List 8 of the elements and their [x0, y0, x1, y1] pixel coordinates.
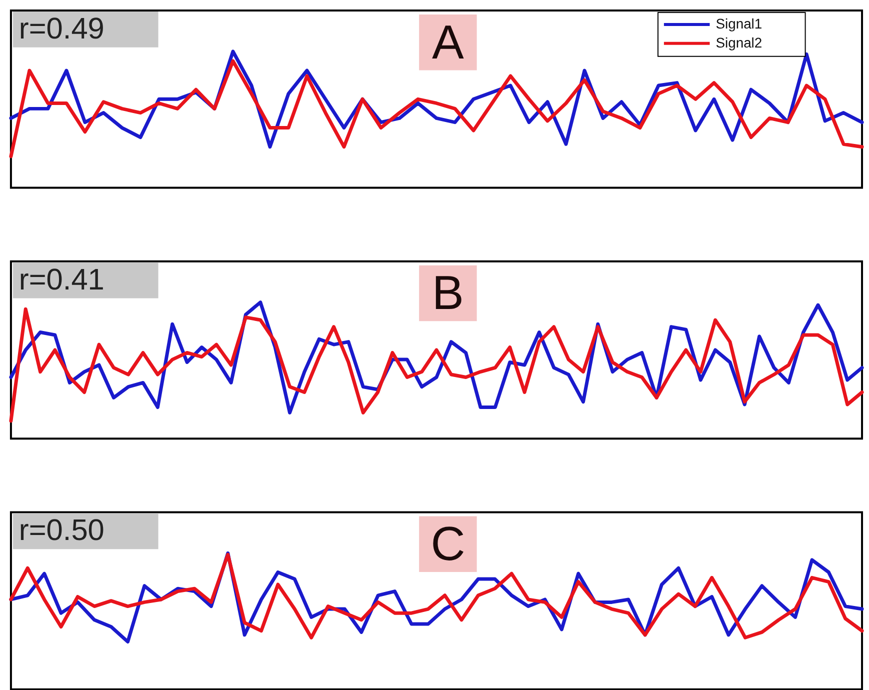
chart-title: A [432, 16, 464, 70]
chart-title: B [432, 267, 464, 320]
text: r=0.50 [18, 514, 104, 548]
legend-label: Signal1 [716, 15, 762, 32]
chart-title: C [430, 518, 466, 572]
legend-label: Signal2 [716, 34, 762, 50]
text: r=0.49 [18, 12, 104, 46]
text: r=0.41 [18, 263, 104, 296]
